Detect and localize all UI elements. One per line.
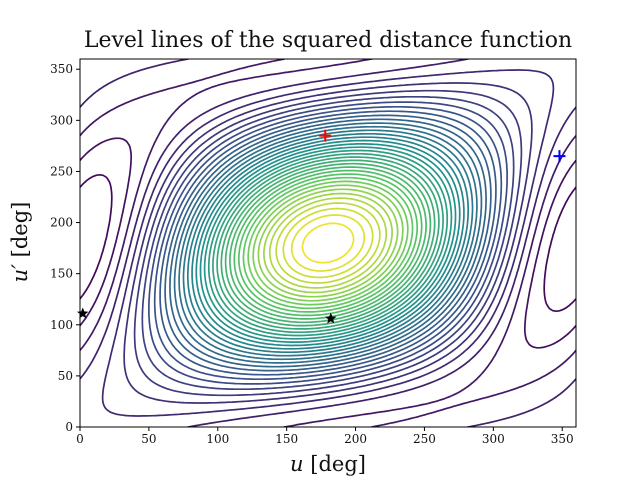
contour-level	[169, 118, 487, 368]
contour-level	[268, 197, 388, 289]
contour-lines	[80, 59, 576, 427]
x-axis-ticks: 0 50 100 150 200 250 300 350	[76, 427, 574, 446]
contour-level	[101, 69, 555, 417]
contour-level	[164, 114, 492, 372]
contour-level	[224, 162, 432, 324]
y-tick-label: 300	[50, 113, 73, 127]
x-tick-label: 350	[551, 432, 574, 446]
contour-level	[182, 129, 474, 357]
contour-level	[203, 146, 453, 340]
chart-title: Level lines of the squared distance func…	[83, 28, 573, 53]
x-tick-label: 200	[344, 432, 367, 446]
y-tick-label: 250	[50, 164, 73, 178]
contour-level	[252, 184, 404, 302]
contour-level	[173, 122, 483, 364]
minimum-marker	[553, 150, 566, 163]
y-tick-label: 200	[50, 216, 73, 230]
contour-level	[123, 82, 533, 404]
contour-level	[229, 166, 427, 320]
x-axis-label: u [deg]	[80, 452, 576, 476]
x-tick-label: 250	[413, 432, 436, 446]
contour-level	[159, 110, 497, 376]
contour-level	[207, 149, 449, 337]
saddle-2-marker	[77, 307, 89, 319]
contour-level	[186, 132, 470, 354]
saddle-1-marker	[325, 312, 337, 324]
contour-level	[80, 137, 576, 349]
contour-level	[195, 139, 461, 347]
contour-level	[178, 125, 478, 361]
x-tick-label: 50	[141, 432, 156, 446]
x-tick-label: 300	[482, 432, 505, 446]
x-tick-label: 150	[275, 432, 298, 446]
x-axis-unit: [deg]	[303, 452, 366, 476]
y-tick-label: 150	[50, 267, 73, 281]
contour-level	[237, 173, 419, 313]
contour-level	[199, 143, 457, 343]
contour-level	[133, 89, 523, 397]
markers	[77, 129, 566, 324]
contour-level	[257, 188, 399, 298]
y-axis-variable: u′	[8, 264, 32, 283]
contour-level	[212, 152, 444, 334]
contour-level	[80, 59, 576, 427]
contour-level	[141, 95, 515, 391]
contour-level	[247, 180, 409, 306]
x-tick-label: 100	[206, 432, 229, 446]
contour-level	[242, 176, 414, 310]
plot-frame	[79, 58, 577, 428]
contour-level	[263, 192, 393, 294]
contour-level	[290, 214, 366, 272]
contour-level	[275, 202, 381, 284]
y-axis-unit: [deg]	[8, 201, 32, 265]
contour-level	[216, 156, 440, 330]
y-axis-ticks: 0 50 100 150 200 250 300 350	[50, 62, 80, 434]
contour-level	[301, 222, 355, 264]
y-tick-label: 50	[58, 369, 73, 383]
contour-level	[80, 59, 576, 427]
x-tick-label: 0	[76, 432, 84, 446]
contour-level	[191, 136, 465, 350]
y-axis-label: u′ [deg]	[8, 202, 32, 283]
y-tick-label: 100	[50, 318, 73, 332]
contour-level	[282, 207, 374, 279]
contour-level	[233, 169, 423, 317]
contour-level	[80, 173, 576, 313]
maximum-marker	[319, 129, 332, 142]
contour-level	[153, 105, 503, 381]
x-axis-variable: u	[290, 452, 304, 476]
y-tick-label: 350	[50, 62, 73, 76]
y-tick-label: 0	[65, 420, 73, 434]
contour-level	[148, 101, 508, 385]
contour-level	[220, 159, 436, 327]
